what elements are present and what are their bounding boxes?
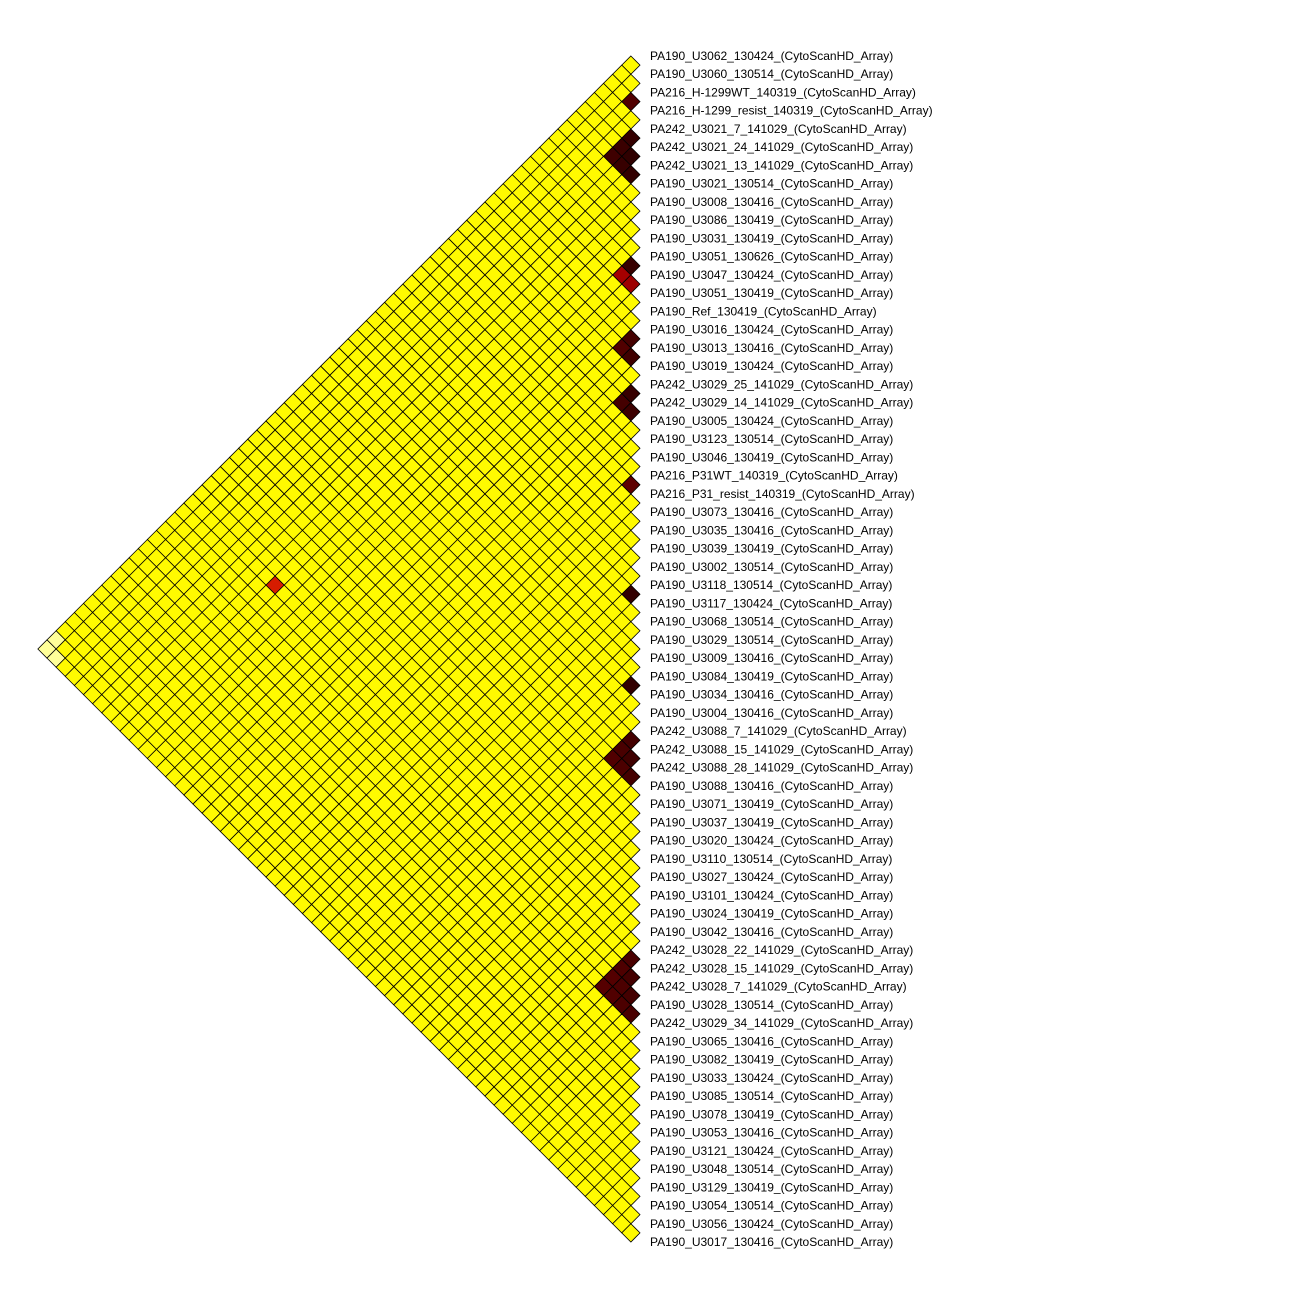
sample-labels: PA190_U3062_130424_(CytoScanHD_Array) PA1… [650,49,933,1249]
sample-label: PA190_U3033_130424_(CytoScanHD_Array) [650,1071,893,1085]
sample-label: PA190_U3047_130424_(CytoScanHD_Array) [650,268,893,282]
sample-label: PA190_U3009_130416_(CytoScanHD_Array) [650,651,893,665]
sample-label: PA190_U3071_130419_(CytoScanHD_Array) [650,797,893,811]
sample-label: PA216_H-1299WT_140319_(CytoScanHD_Array) [650,85,916,99]
sample-label: PA190_U3035_130416_(CytoScanHD_Array) [650,523,893,537]
sample-label: PA190_U3053_130416_(CytoScanHD_Array) [650,1126,893,1140]
sample-label: PA190_U3121_130424_(CytoScanHD_Array) [650,1144,893,1158]
sample-label: PA190_Ref_130419_(CytoScanHD_Array) [650,304,877,318]
sample-label: PA190_U3051_130626_(CytoScanHD_Array) [650,250,893,264]
sample-label: PA190_U3118_130514_(CytoScanHD_Array) [650,578,892,592]
sample-label: PA242_U3029_25_141029_(CytoScanHD_Array) [650,377,913,391]
sample-label: PA242_U3028_7_141029_(CytoScanHD_Array) [650,980,907,994]
sample-label: PA190_U3073_130416_(CytoScanHD_Array) [650,505,893,519]
sample-label: PA190_U3084_130419_(CytoScanHD_Array) [650,669,893,683]
sample-label: PA190_U3046_130419_(CytoScanHD_Array) [650,450,893,464]
sample-label: PA242_U3021_24_141029_(CytoScanHD_Array) [650,140,913,154]
sample-label: PA190_U3042_130416_(CytoScanHD_Array) [650,925,893,939]
sample-label: PA190_U3020_130424_(CytoScanHD_Array) [650,834,893,848]
heatmap-cell [621,1223,641,1243]
heatmap-cells [37,55,641,1243]
sample-label: PA190_U3031_130419_(CytoScanHD_Array) [650,231,893,245]
sample-label: PA190_U3024_130419_(CytoScanHD_Array) [650,907,893,921]
sample-label: PA190_U3082_130419_(CytoScanHD_Array) [650,1053,893,1067]
sample-label: PA190_U3017_130416_(CytoScanHD_Array) [650,1235,893,1249]
sample-label: PA190_U3054_130514_(CytoScanHD_Array) [650,1199,893,1213]
sample-label: PA190_U3034_130416_(CytoScanHD_Array) [650,688,893,702]
sample-label: PA190_U3078_130419_(CytoScanHD_Array) [650,1107,893,1121]
sample-label: PA190_U3039_130419_(CytoScanHD_Array) [650,542,893,556]
sample-label: PA190_U3068_130514_(CytoScanHD_Array) [650,615,893,629]
sample-label: PA190_U3110_130514_(CytoScanHD_Array) [650,852,892,866]
sample-label: PA242_U3021_7_141029_(CytoScanHD_Array) [650,122,907,136]
sample-label: PA190_U3002_130514_(CytoScanHD_Array) [650,560,893,574]
sample-label: PA190_U3029_130514_(CytoScanHD_Array) [650,633,893,647]
sample-label: PA190_U3056_130424_(CytoScanHD_Array) [650,1217,893,1231]
sample-label: PA242_U3029_34_141029_(CytoScanHD_Array) [650,1016,913,1030]
sample-label: PA190_U3016_130424_(CytoScanHD_Array) [650,323,893,337]
sample-label: PA216_H-1299_resist_140319_(CytoScanHD_A… [650,104,933,118]
sample-label: PA242_U3021_13_141029_(CytoScanHD_Array) [650,158,913,172]
sample-label: PA242_U3028_22_141029_(CytoScanHD_Array) [650,943,913,957]
sample-label: PA190_U3051_130419_(CytoScanHD_Array) [650,286,893,300]
sample-label: PA190_U3086_130419_(CytoScanHD_Array) [650,213,893,227]
sample-label: PA190_U3065_130416_(CytoScanHD_Array) [650,1034,893,1048]
sample-label: PA190_U3008_130416_(CytoScanHD_Array) [650,195,893,209]
sample-label: PA190_U3062_130424_(CytoScanHD_Array) [650,49,893,63]
sample-label: PA190_U3101_130424_(CytoScanHD_Array) [650,888,893,902]
sample-label: PA190_U3123_130514_(CytoScanHD_Array) [650,432,893,446]
sample-label: PA190_U3028_130514_(CytoScanHD_Array) [650,998,893,1012]
sample-label: PA190_U3037_130419_(CytoScanHD_Array) [650,815,893,829]
sample-label: PA190_U3004_130416_(CytoScanHD_Array) [650,706,893,720]
sample-label: PA190_U3027_130424_(CytoScanHD_Array) [650,870,893,884]
sample-label: PA190_U3088_130416_(CytoScanHD_Array) [650,779,893,793]
sample-label: PA190_U3019_130424_(CytoScanHD_Array) [650,359,893,373]
sample-label: PA242_U3088_7_141029_(CytoScanHD_Array) [650,724,907,738]
sample-label: PA190_U3005_130424_(CytoScanHD_Array) [650,414,893,428]
sample-label: PA242_U3088_15_141029_(CytoScanHD_Array) [650,742,913,756]
sample-label: PA190_U3060_130514_(CytoScanHD_Array) [650,67,893,81]
sample-label: PA190_U3085_130514_(CytoScanHD_Array) [650,1089,893,1103]
sample-label: PA242_U3028_15_141029_(CytoScanHD_Array) [650,961,913,975]
sample-label: PA190_U3129_130419_(CytoScanHD_Array) [650,1180,893,1194]
sample-label: PA242_U3088_28_141029_(CytoScanHD_Array) [650,761,913,775]
sample-label: PA190_U3021_130514_(CytoScanHD_Array) [650,177,893,191]
sample-label: PA190_U3048_130514_(CytoScanHD_Array) [650,1162,893,1176]
sample-label: PA190_U3117_130424_(CytoScanHD_Array) [650,596,892,610]
sample-label: PA216_P31WT_140319_(CytoScanHD_Array) [650,469,898,483]
sample-label: PA190_U3013_130416_(CytoScanHD_Array) [650,341,893,355]
sample-label: PA242_U3029_14_141029_(CytoScanHD_Array) [650,396,913,410]
sample-label: PA216_P31_resist_140319_(CytoScanHD_Arra… [650,487,915,501]
